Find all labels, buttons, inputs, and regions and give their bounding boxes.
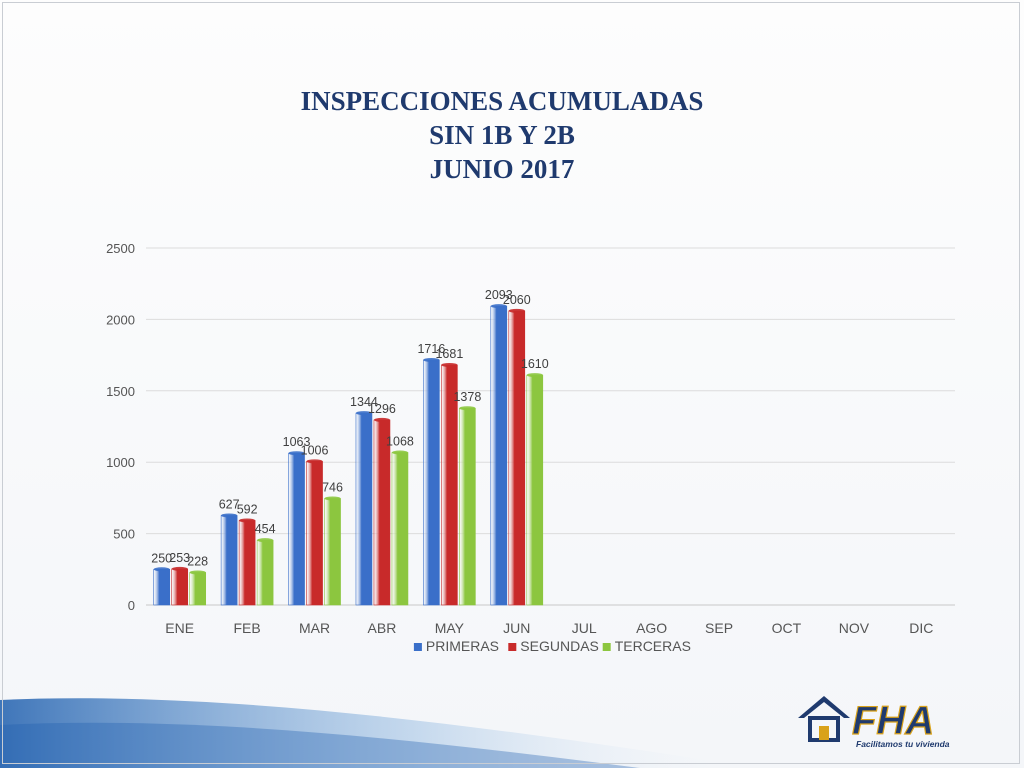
title-line-2: SIN 1B Y 2B (429, 120, 575, 150)
bar-cap (189, 570, 206, 575)
data-label: 592 (237, 502, 258, 516)
bar-primeras (355, 412, 373, 606)
house-icon (798, 696, 850, 742)
data-label: 746 (322, 480, 343, 494)
data-label: 1344 (350, 395, 378, 409)
data-label: 1378 (453, 390, 481, 404)
bar-cap (526, 373, 543, 378)
bar-terceras (526, 374, 544, 606)
fha-logo: FHA Facilitamos tu vivienda (798, 696, 950, 749)
data-label: 1716 (417, 342, 445, 356)
bar-cap (391, 450, 408, 455)
title-line-3: JUNIO 2017 (429, 154, 575, 184)
logo-name: FHA (852, 699, 934, 743)
data-label: 454 (255, 522, 276, 536)
x-tick-label: JUN (503, 620, 530, 636)
bar-terceras (459, 407, 476, 606)
y-tick-label: 1000 (106, 455, 135, 470)
bar-cap (288, 451, 305, 456)
bar-terceras (391, 452, 409, 606)
data-label: 2060 (503, 293, 531, 307)
data-label: 627 (219, 497, 240, 511)
bar-primeras (423, 359, 440, 606)
legend-swatch-segundas (508, 643, 517, 651)
y-tick-label: 2500 (106, 241, 135, 256)
bar-segundas (508, 310, 526, 606)
legend-swatch-primeras (413, 643, 422, 651)
data-label: 2093 (485, 288, 513, 302)
bar-cap (306, 459, 323, 464)
y-tick-label: 1500 (106, 384, 135, 399)
bar-cap (221, 513, 238, 518)
data-label: 1610 (521, 357, 549, 371)
x-tick-label: NOV (839, 620, 870, 636)
x-tick-label: MAY (435, 620, 465, 636)
legend-swatch-terceras (602, 643, 611, 651)
legend-label: SEGUNDAS (520, 638, 599, 654)
data-label: 228 (187, 554, 208, 568)
data-label: 250 (151, 551, 172, 565)
legend-label: TERCERAS (615, 638, 691, 654)
x-tick-label: SEP (705, 620, 733, 636)
data-label: 1063 (283, 435, 311, 449)
bar-cap (508, 308, 525, 313)
data-label: 1681 (435, 347, 463, 361)
y-tick-label: 0 (128, 598, 135, 613)
bar-primeras (220, 515, 238, 606)
bar-cap (257, 538, 274, 543)
bar-cap (153, 567, 170, 572)
data-label: 253 (169, 551, 190, 565)
legend-label: PRIMERAS (426, 638, 499, 654)
bar-cap (373, 417, 390, 422)
x-tick-label: ABR (368, 620, 397, 636)
x-tick-label: AGO (636, 620, 667, 636)
bar-segundas (238, 520, 256, 606)
bar-cap (441, 362, 458, 367)
bar-segundas (306, 461, 323, 606)
bar-cap (239, 518, 256, 523)
bar-primeras (153, 568, 171, 606)
x-tick-label: FEB (234, 620, 261, 636)
x-tick-label: ENE (165, 620, 194, 636)
y-tick-label: 500 (113, 527, 135, 542)
bar-cap (423, 357, 440, 362)
logo-tagline: Facilitamos tu vivienda (856, 739, 950, 749)
bar-terceras (256, 539, 274, 606)
bar-terceras (324, 498, 341, 606)
chart-title: INSPECCIONES ACUMULADAS SIN 1B Y 2B JUNI… (0, 84, 1004, 186)
x-tick-label: OCT (772, 620, 802, 636)
bar-cap (459, 406, 476, 411)
title-line-1: INSPECCIONES ACUMULADAS (300, 86, 704, 116)
data-label: 1296 (368, 402, 396, 416)
data-label: 1068 (386, 434, 414, 448)
y-tick-label: 2000 (106, 312, 135, 327)
x-tick-label: JUL (572, 620, 597, 636)
bar-cap (171, 566, 188, 571)
bar-cap (324, 496, 341, 501)
bar-cap (355, 411, 372, 416)
x-tick-label: DIC (909, 620, 933, 636)
bar-cap (490, 304, 507, 309)
bar-terceras (189, 572, 207, 606)
bar-primeras (288, 452, 305, 606)
bar-segundas (171, 568, 189, 606)
x-tick-label: MAR (299, 620, 330, 636)
bar-primeras (490, 305, 508, 606)
data-label: 1006 (301, 443, 329, 457)
